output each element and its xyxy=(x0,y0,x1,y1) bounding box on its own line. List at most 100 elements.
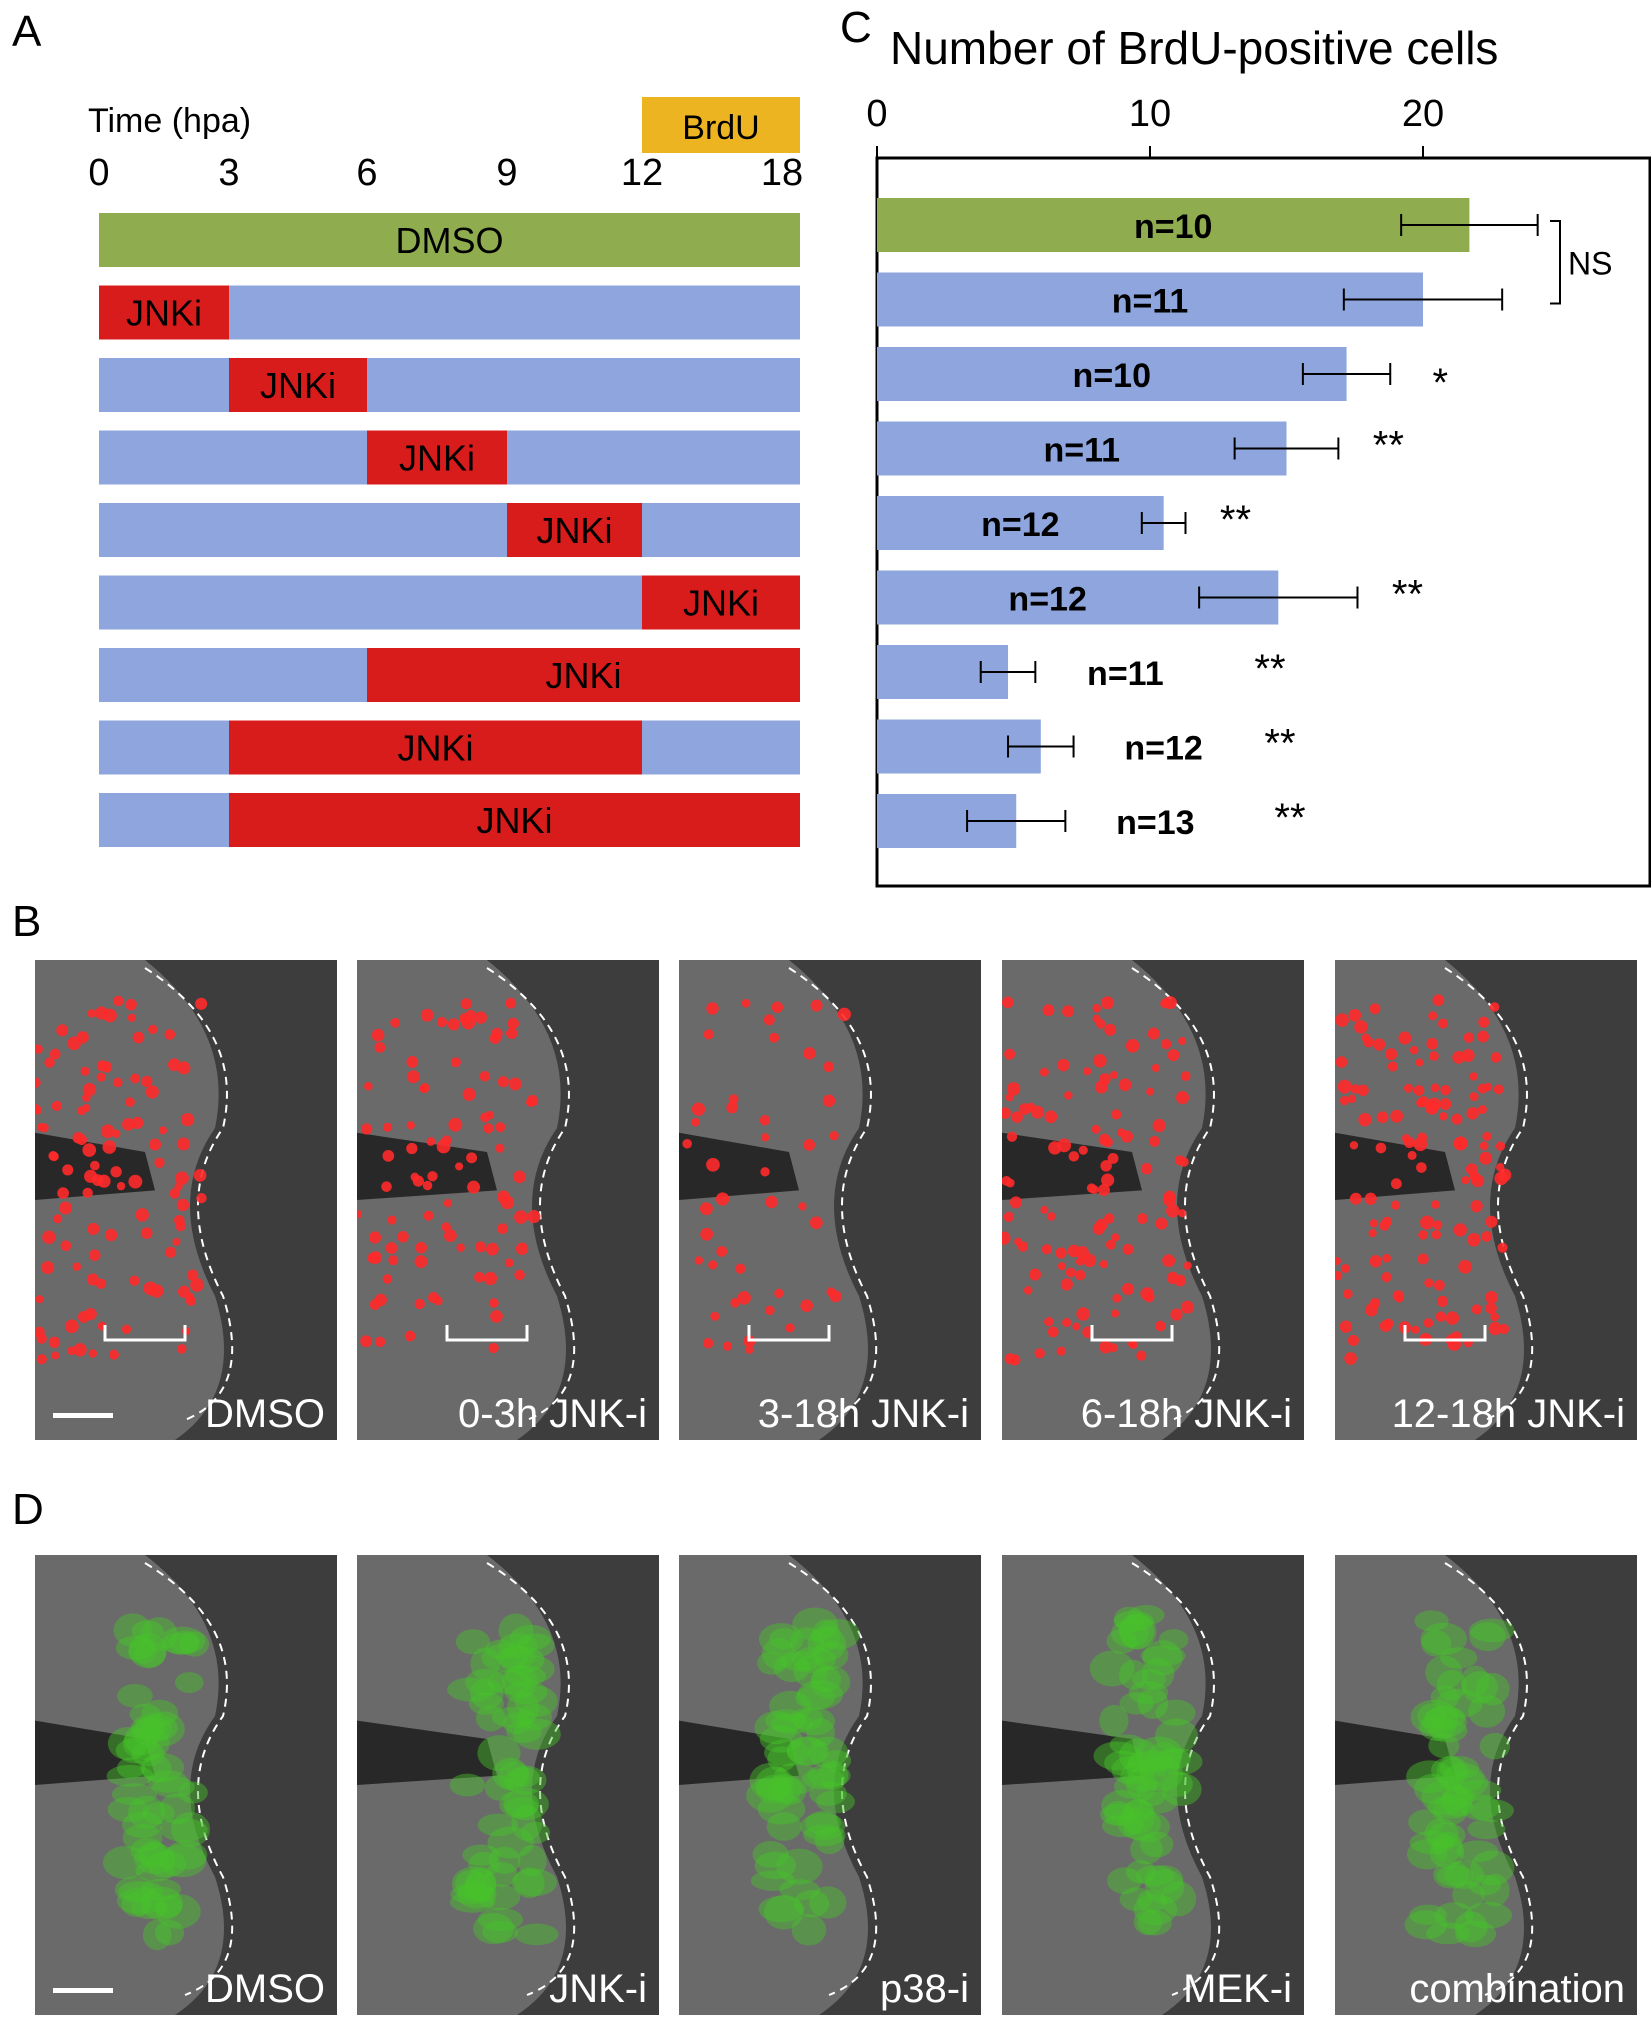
gfp-signal xyxy=(159,1844,207,1878)
brdu-nucleus xyxy=(427,1171,438,1182)
brdu-nucleus xyxy=(148,1024,158,1035)
gfp-signal xyxy=(1461,1671,1498,1704)
brdu-nucleus xyxy=(108,1349,119,1360)
brdu-nucleus xyxy=(1180,1071,1191,1082)
brdu-nucleus xyxy=(1420,1215,1434,1230)
gfp-signal xyxy=(1163,1771,1193,1797)
brdu-nucleus xyxy=(44,1057,55,1068)
micrograph-label: 12-18h JNK-i xyxy=(1391,1392,1625,1436)
micrograph-drawing xyxy=(1002,1555,1221,2015)
brdu-nucleus xyxy=(73,1343,87,1357)
brdu-nucleus xyxy=(1431,1200,1440,1209)
brdu-nucleus xyxy=(404,1330,416,1342)
gfp-signal xyxy=(143,1718,173,1741)
gfp-signal xyxy=(1452,1881,1485,1910)
gfp-signal xyxy=(508,1767,540,1788)
micrograph-drawing xyxy=(35,960,234,1440)
brdu-nucleus xyxy=(84,1169,98,1183)
inhibitor-bar-label: JNKi xyxy=(126,293,202,334)
brdu-nucleus xyxy=(100,1124,115,1139)
brdu-nucleus xyxy=(1335,1271,1343,1281)
n-label: n=11 xyxy=(1043,432,1120,470)
blastema-bracket xyxy=(445,1325,529,1342)
gfp-signal xyxy=(469,1678,504,1710)
brdu-nucleus xyxy=(1039,1067,1049,1077)
gfp-signal xyxy=(810,1665,851,1699)
panel-d-micrographs: DMSO JNK-i p38-i MEK-i combination xyxy=(0,1555,1651,2015)
gfp-signal xyxy=(1146,1742,1182,1777)
gfp-micrograph: p38-i xyxy=(679,1555,981,2015)
brdu-nucleus xyxy=(829,1131,839,1141)
brdu-nucleus xyxy=(154,1157,165,1168)
brdu-nucleus xyxy=(1349,1141,1359,1150)
gfp-signal xyxy=(512,1718,561,1750)
brdu-nucleus xyxy=(414,1298,425,1310)
gfp-signal xyxy=(131,1897,168,1920)
brdu-nucleus xyxy=(1357,1084,1369,1096)
brdu-window-box xyxy=(642,97,800,153)
brdu-nucleus xyxy=(87,1222,100,1235)
brdu-nucleus xyxy=(1413,1085,1425,1096)
significance-marker: ** xyxy=(1220,498,1251,542)
brdu-nucleus xyxy=(426,1137,436,1146)
brdu-nucleus xyxy=(1369,1255,1382,1268)
brdu-nucleus xyxy=(1392,1290,1404,1302)
brdu-nucleus xyxy=(1368,1228,1377,1238)
time-axis-label: Time (hpa) xyxy=(88,102,251,140)
gfp-signal xyxy=(755,1766,794,1801)
gfp-signal xyxy=(499,1790,540,1819)
brdu-nucleus xyxy=(1471,1174,1485,1188)
brdu-nucleus xyxy=(387,1215,397,1225)
gfp-signal xyxy=(803,1824,846,1847)
fin-tissue xyxy=(1335,1555,1524,2015)
brdu-nucleus xyxy=(1118,1078,1132,1092)
gfp-signal xyxy=(517,1844,547,1877)
wound-outline xyxy=(1444,1562,1534,1996)
brdu-nucleus xyxy=(1348,1008,1362,1022)
brdu-nucleus xyxy=(1496,1163,1505,1172)
brdu-nucleus xyxy=(1040,1205,1049,1214)
brdu-nucleus xyxy=(1494,1171,1508,1186)
brdu-nucleus xyxy=(412,1175,424,1187)
blastema-bracket xyxy=(1090,1325,1174,1342)
gfp-signal xyxy=(1109,1734,1146,1755)
micrograph-drawing xyxy=(1335,1555,1534,2015)
brdu-nucleus xyxy=(760,1167,770,1177)
brdu-label: BrdU xyxy=(682,109,759,147)
n-label: n=12 xyxy=(1008,581,1086,619)
brdu-nucleus xyxy=(1009,1354,1021,1366)
brdu-nucleus xyxy=(132,1031,145,1044)
gfp-signal xyxy=(750,1870,796,1891)
gfp-signal xyxy=(1406,1839,1448,1870)
gfp-signal xyxy=(487,1826,534,1859)
wound-outline xyxy=(1131,1562,1221,1996)
brdu-nucleus xyxy=(1170,1308,1183,1321)
gfp-signal xyxy=(171,1811,211,1847)
brdu-nucleus xyxy=(1469,1092,1479,1102)
gfp-signal xyxy=(1409,1831,1455,1855)
pigment-stripe xyxy=(35,1720,155,1785)
bar xyxy=(877,198,1470,252)
brdu-nucleus xyxy=(35,1326,45,1338)
inhibitor-bar xyxy=(229,358,367,412)
gfp-signal xyxy=(455,1629,491,1655)
brdu-nucleus xyxy=(483,1123,494,1134)
brdu-nucleus xyxy=(1044,1317,1054,1327)
brdu-nucleus xyxy=(1451,1113,1463,1125)
gfp-signal xyxy=(131,1620,164,1642)
vehicle-bar xyxy=(99,358,800,412)
brdu-nucleus xyxy=(505,997,517,1009)
brdu-nucleus xyxy=(473,1271,485,1283)
gfp-signal xyxy=(1135,1736,1183,1771)
brdu-nucleus xyxy=(489,1032,501,1044)
vehicle-bar xyxy=(99,503,800,557)
gfp-signal xyxy=(1464,1902,1513,1929)
micrograph-label: combination xyxy=(1409,1967,1625,2011)
brdu-nucleus xyxy=(1432,994,1445,1007)
gfp-signal xyxy=(800,1812,846,1841)
brdu-nucleus xyxy=(1083,1067,1092,1076)
gfp-signal xyxy=(797,1680,844,1710)
gfp-signal xyxy=(517,1703,552,1731)
brdu-nucleus xyxy=(460,998,472,1010)
gfp-signal xyxy=(1435,1689,1483,1719)
